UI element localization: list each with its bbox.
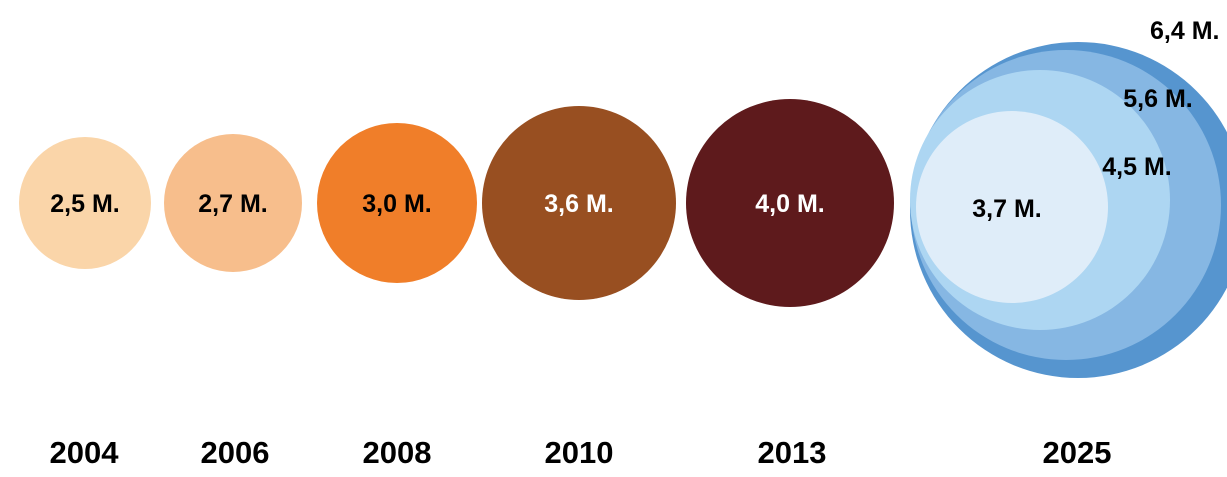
bubble-value-label-2013: 4,0 M. (755, 190, 824, 218)
bubble-2004 (19, 137, 151, 269)
projection-value-label-5-6: 5,6 M. (1123, 85, 1192, 113)
year-label-2008: 2008 (363, 435, 432, 470)
projection-value-label-4-5: 4,5 M. (1102, 153, 1171, 181)
year-label-2013: 2013 (758, 435, 827, 470)
projection-value-label-3-7: 3,7 M. (972, 195, 1041, 223)
bubble-value-label-2010: 3,6 M. (544, 190, 613, 218)
projection-2025-layer (910, 42, 1227, 378)
year-label-2010: 2010 (545, 435, 614, 470)
year-label-2006: 2006 (201, 435, 270, 470)
bubble-2006 (164, 134, 302, 272)
projection-value-label-6-4: 6,4 M. (1150, 17, 1219, 45)
bubble-2010 (482, 106, 676, 300)
bubble-2013 (686, 99, 894, 307)
projection-ring-3-7 (916, 111, 1108, 303)
bubble-value-label-2004: 2,5 M. (50, 190, 119, 218)
bubble-value-label-2008: 3,0 M. (362, 190, 431, 218)
year-axis: 2004 2006 2008 2010 2013 2025 (50, 435, 1112, 470)
bubbles-layer (19, 99, 894, 307)
bubble-2008 (317, 123, 477, 283)
year-label-2004: 2004 (50, 435, 120, 470)
year-label-2025: 2025 (1043, 435, 1112, 470)
bubble-value-label-2006: 2,7 M. (198, 190, 267, 218)
value-labels-layer: 2,5 M. 2,7 M. 3,0 M. 3,6 M. 4,0 M. 6,4 M. 5,6 … (50, 17, 1219, 223)
